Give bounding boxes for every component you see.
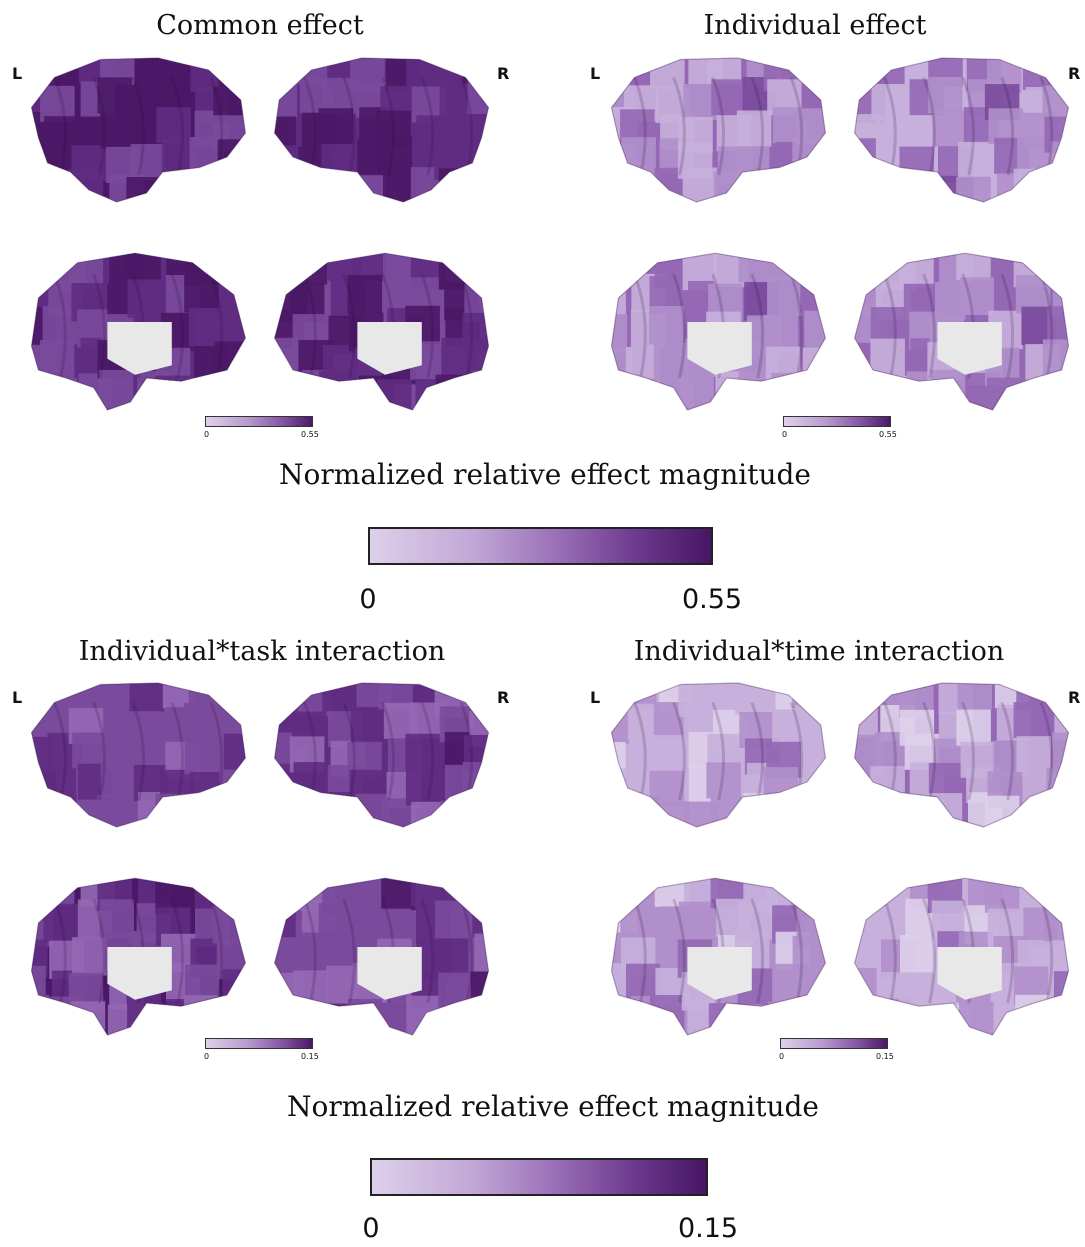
lateral-brain-view — [31, 58, 246, 202]
small-colorbar-min: 0 — [204, 430, 210, 439]
left-hemisphere-label: L — [590, 688, 601, 707]
medial-brain-view — [611, 253, 826, 410]
legend-max-label: 0.15 — [677, 1213, 739, 1244]
brain-outline — [273, 57, 490, 203]
legend-colorbar — [368, 527, 713, 565]
brain-outline — [30, 682, 247, 828]
small-colorbar-min: 0 — [782, 430, 788, 439]
legend-min-label: 0 — [362, 1213, 380, 1244]
brain-outline — [610, 57, 827, 203]
lateral-brain-view — [611, 683, 826, 827]
panel-title-individual-task-interaction: Individual*task interaction — [78, 636, 446, 667]
brain-outline — [853, 57, 1070, 203]
brain-outline — [30, 877, 247, 1036]
brain-outline — [273, 877, 490, 1036]
right-hemisphere-label: R — [497, 688, 510, 707]
medial-brain-view — [854, 253, 1069, 410]
brain-outline — [853, 877, 1070, 1036]
panel-title-individual-time-interaction: Individual*time interaction — [633, 636, 1005, 667]
brain-outline — [610, 877, 827, 1036]
small-colorbar-max: 0.15 — [876, 1052, 894, 1061]
lateral-brain-view — [274, 683, 489, 827]
small-colorbar — [205, 416, 313, 427]
small-colorbar-max: 0.55 — [879, 430, 897, 439]
lateral-brain-view — [611, 58, 826, 202]
legend-title: Normalized relative effect magnitude — [287, 1090, 819, 1123]
lateral-brain-view — [31, 683, 246, 827]
brain-outline — [610, 252, 827, 411]
brain-outline — [610, 682, 827, 828]
left-hemisphere-label: L — [12, 688, 23, 707]
small-colorbar-max: 0.15 — [301, 1052, 319, 1061]
lateral-brain-view — [274, 58, 489, 202]
medial-brain-view — [854, 878, 1069, 1035]
brain-outline — [273, 682, 490, 828]
brain-outline — [853, 252, 1070, 411]
panel-title-individual-effect: Individual effect — [703, 10, 927, 41]
right-hemisphere-label: R — [1068, 64, 1081, 83]
right-hemisphere-label: R — [497, 64, 510, 83]
legend-min-label: 0 — [359, 584, 377, 615]
small-colorbar — [783, 416, 891, 427]
small-colorbar-max: 0.55 — [301, 430, 319, 439]
medial-brain-view — [274, 253, 489, 410]
small-colorbar — [205, 1038, 313, 1049]
medial-brain-view — [611, 878, 826, 1035]
brain-outline — [30, 252, 247, 411]
left-hemisphere-label: L — [12, 64, 23, 83]
small-colorbar-min: 0 — [779, 1052, 785, 1061]
brain-outline — [30, 57, 247, 203]
legend-max-label: 0.55 — [681, 584, 743, 615]
lateral-brain-view — [854, 683, 1069, 827]
legend-title: Normalized relative effect magnitude — [279, 458, 811, 491]
medial-brain-view — [31, 878, 246, 1035]
small-colorbar-min: 0 — [204, 1052, 210, 1061]
brain-outline — [273, 252, 490, 411]
right-hemisphere-label: R — [1068, 688, 1081, 707]
medial-brain-view — [31, 253, 246, 410]
legend-colorbar — [370, 1158, 708, 1196]
medial-brain-view — [274, 878, 489, 1035]
panel-title-common-effect: Common effect — [156, 10, 364, 41]
small-colorbar — [780, 1038, 888, 1049]
brain-outline — [853, 682, 1070, 828]
lateral-brain-view — [854, 58, 1069, 202]
left-hemisphere-label: L — [590, 64, 601, 83]
